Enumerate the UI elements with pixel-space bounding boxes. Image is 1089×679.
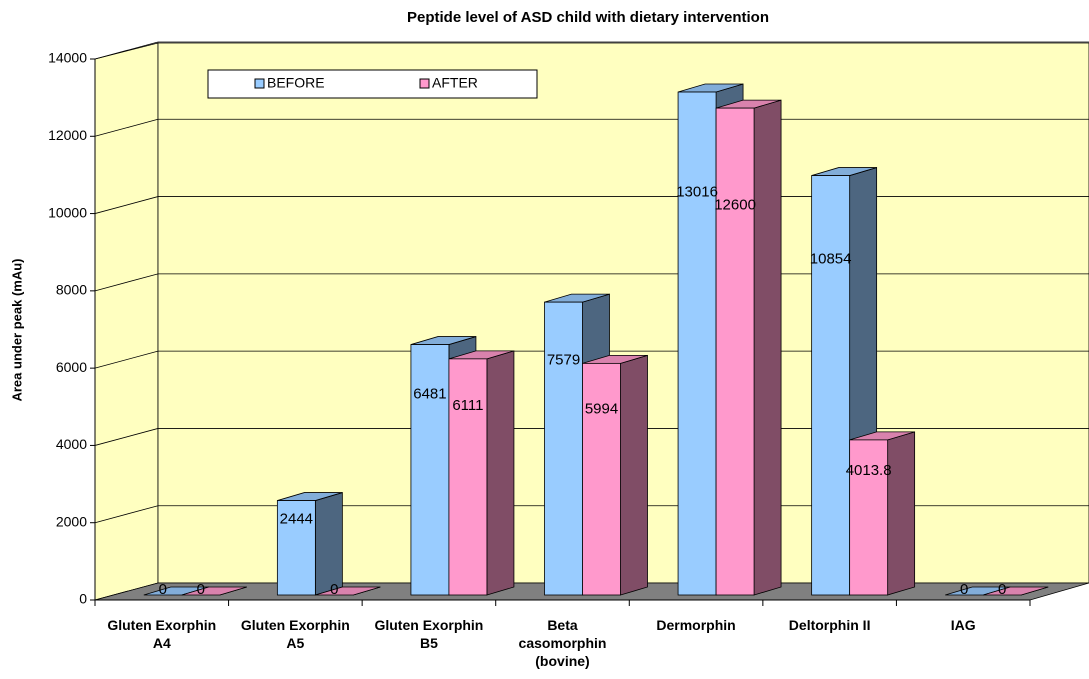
data-label: 0	[960, 581, 968, 598]
bar-side	[753, 99, 782, 596]
data-label: 6111	[452, 397, 483, 414]
bar	[811, 175, 851, 596]
bar-top	[983, 586, 1049, 596]
legend-swatch	[419, 78, 430, 89]
y-axis-label: Area under peak (mAu)	[9, 258, 24, 401]
y-tick-label: 8000	[56, 282, 87, 298]
chart-title: Peptide level of ASD child with dietary …	[407, 9, 769, 26]
data-label: 0	[159, 581, 167, 598]
data-label: 0	[998, 581, 1006, 598]
bar-side	[620, 354, 648, 596]
grid-line	[94, 196, 159, 214]
bar	[410, 344, 450, 596]
grid-line	[94, 41, 159, 60]
y-tick-label: 14000	[48, 50, 87, 66]
x-tick-label: Beta casomorphin (bovine)	[518, 617, 607, 669]
bar-group	[276, 492, 343, 596]
data-label: 10854	[810, 250, 852, 267]
bar-group	[849, 431, 916, 596]
bar-side	[486, 350, 515, 596]
y-tick-label: 2000	[56, 513, 87, 529]
data-label: 7579	[547, 352, 580, 369]
side-wall	[94, 42, 159, 601]
grid-line	[94, 118, 159, 137]
x-tick-label: IAG	[950, 617, 976, 633]
grid-line	[94, 273, 159, 292]
grid-line	[94, 350, 159, 369]
y-tick-label: 0	[79, 591, 87, 607]
bar-side	[314, 492, 343, 596]
legend-label: BEFORE	[267, 75, 325, 91]
x-tick-label: Deltorphin II	[788, 617, 871, 633]
y-tick-label: 6000	[56, 359, 87, 375]
bar-top	[181, 586, 247, 596]
bar	[715, 107, 755, 596]
bar-group	[983, 586, 1049, 596]
bar-group	[448, 350, 515, 596]
bar	[582, 362, 621, 596]
data-label: 6481	[413, 386, 446, 403]
data-label: 5994	[585, 401, 618, 418]
y-tick-label: 12000	[48, 127, 87, 143]
y-tick-label: 10000	[48, 204, 87, 220]
y-tick-label: 4000	[56, 436, 87, 452]
data-label: 0	[330, 581, 338, 598]
bar-side	[887, 431, 916, 596]
grid-line	[94, 428, 159, 446]
bar-group	[181, 586, 247, 596]
grid-line	[94, 505, 159, 524]
bar-group	[315, 586, 381, 596]
data-label: 12600	[714, 196, 756, 213]
x-tick-label: Dermorphin	[656, 617, 736, 633]
bar	[276, 500, 316, 596]
bar	[544, 301, 583, 596]
data-label: 13016	[676, 184, 718, 201]
bar-group	[582, 354, 648, 596]
x-tick-label: Gluten Exorphin B5	[374, 617, 484, 651]
x-tick-label: Gluten Exorphin A5	[240, 617, 350, 651]
legend-swatch	[254, 78, 265, 89]
x-tick-label: Gluten Exorphin A4	[107, 617, 217, 651]
bar	[448, 358, 488, 596]
bar	[677, 91, 717, 596]
data-label: 2444	[280, 510, 313, 527]
bar-top	[315, 586, 381, 596]
data-label: 4013.8	[846, 462, 892, 479]
legend-label: AFTER	[432, 75, 478, 91]
data-label: 0	[197, 581, 205, 598]
bar-group	[715, 99, 782, 596]
bar	[849, 439, 889, 596]
